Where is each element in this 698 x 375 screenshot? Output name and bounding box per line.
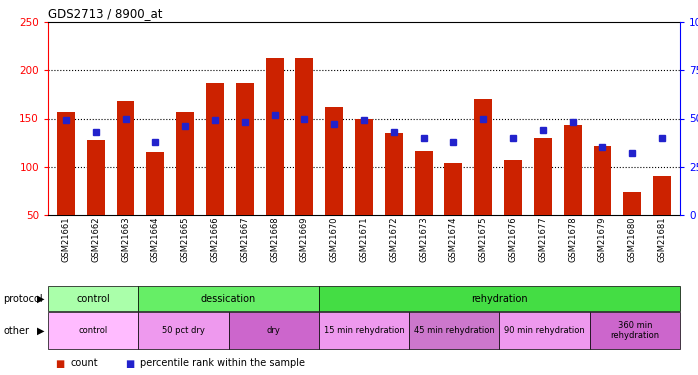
Text: 360 min
rehydration: 360 min rehydration <box>610 321 660 340</box>
Text: control: control <box>76 294 110 303</box>
Bar <box>206 83 224 215</box>
Text: percentile rank within the sample: percentile rank within the sample <box>140 358 305 369</box>
Bar <box>564 125 581 215</box>
Bar <box>295 58 313 215</box>
Bar <box>653 176 671 215</box>
Bar <box>445 163 462 215</box>
Bar <box>475 99 492 215</box>
Bar <box>355 118 373 215</box>
Bar <box>385 133 403 215</box>
Text: 45 min rehydration: 45 min rehydration <box>414 326 495 335</box>
Bar <box>534 138 552 215</box>
Bar <box>147 152 164 215</box>
Text: ■: ■ <box>125 358 134 369</box>
Bar <box>87 140 105 215</box>
Text: control: control <box>78 326 107 335</box>
Text: ■: ■ <box>55 358 64 369</box>
Text: dry: dry <box>267 326 281 335</box>
Bar <box>57 112 75 215</box>
Bar <box>504 160 522 215</box>
Bar <box>623 192 641 215</box>
Bar <box>117 101 135 215</box>
Text: 90 min rehydration: 90 min rehydration <box>504 326 585 335</box>
Text: 50 pct dry: 50 pct dry <box>162 326 205 335</box>
Text: other: other <box>3 326 29 336</box>
Bar <box>266 58 283 215</box>
Text: count: count <box>70 358 98 369</box>
Bar <box>415 151 433 215</box>
Text: ▶: ▶ <box>37 294 45 303</box>
Text: dessication: dessication <box>201 294 256 303</box>
Text: ▶: ▶ <box>37 326 45 336</box>
Text: 15 min rehydration: 15 min rehydration <box>324 326 404 335</box>
Bar <box>325 107 343 215</box>
Text: protocol: protocol <box>3 294 43 303</box>
Bar <box>236 83 253 215</box>
Text: rehydration: rehydration <box>471 294 528 303</box>
Bar <box>176 112 194 215</box>
Bar <box>593 146 611 215</box>
Text: GDS2713 / 8900_at: GDS2713 / 8900_at <box>48 7 163 20</box>
